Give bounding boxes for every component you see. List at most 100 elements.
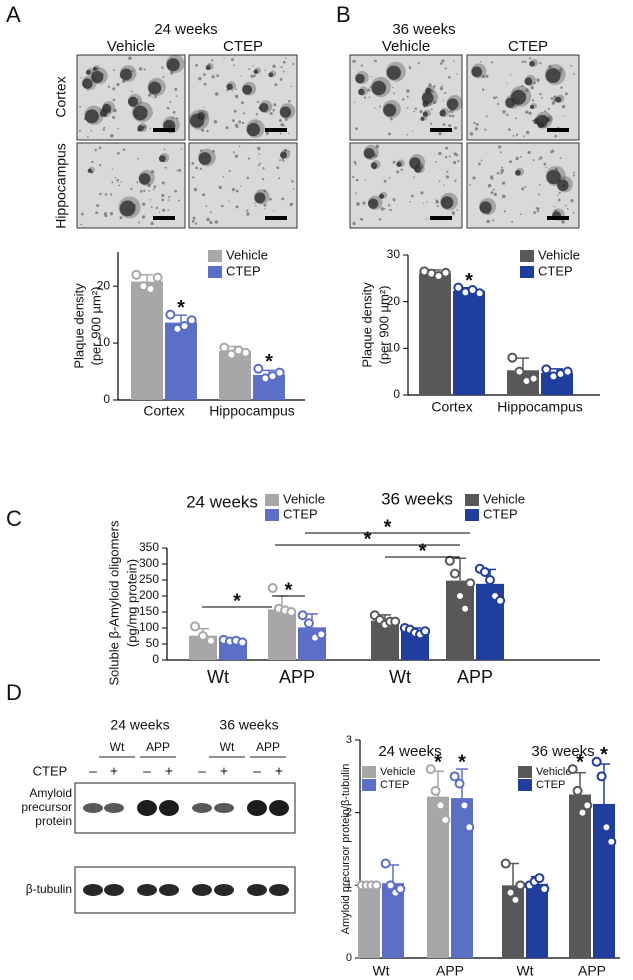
speck <box>291 180 294 183</box>
blot-band <box>104 884 124 896</box>
y-tick-label: 100 <box>139 620 159 634</box>
speck <box>423 202 425 204</box>
speck <box>387 204 391 207</box>
speck <box>454 179 457 182</box>
speck <box>246 209 249 212</box>
plaque-halo <box>425 85 435 95</box>
speck <box>273 210 275 212</box>
speck <box>396 170 400 174</box>
blot-sign: – <box>143 763 151 779</box>
significance-star: * <box>177 297 185 319</box>
speck <box>481 88 485 91</box>
plaque <box>197 112 205 120</box>
plaque <box>158 155 166 163</box>
data-point <box>510 894 521 905</box>
plaque-halo <box>423 98 432 107</box>
y-axis-label: Soluble β-Amyloid oligomers <box>106 520 121 685</box>
plaque-halo <box>119 65 137 82</box>
speck <box>107 85 111 88</box>
speck <box>269 198 272 201</box>
speck <box>206 129 209 133</box>
speck <box>473 121 476 124</box>
plaque <box>363 147 375 159</box>
panel-letter: A <box>6 2 21 27</box>
speck <box>233 109 237 113</box>
bar <box>219 351 251 400</box>
blot-sign: + <box>110 763 118 779</box>
scale-bar <box>265 216 287 220</box>
speck <box>409 201 411 203</box>
speck <box>161 193 165 198</box>
speck <box>203 73 206 76</box>
speck <box>119 216 123 220</box>
y-tick-label: 350 <box>139 540 159 554</box>
micrograph-title: 24 weeks <box>154 21 217 38</box>
plaque <box>545 68 561 84</box>
speck <box>269 112 273 115</box>
speck <box>547 107 550 110</box>
plaque <box>82 78 93 89</box>
speck <box>148 189 151 192</box>
speck <box>194 222 198 225</box>
speck <box>192 176 195 179</box>
y-tick-label: 1 <box>346 879 352 891</box>
plaque-halo <box>166 54 185 73</box>
speck <box>215 92 219 96</box>
speck <box>570 199 574 203</box>
data-point <box>459 800 470 811</box>
speck <box>80 212 84 216</box>
speck <box>285 57 287 59</box>
speck <box>433 100 437 104</box>
speck <box>469 132 474 136</box>
speck <box>379 105 382 108</box>
speck <box>238 145 241 147</box>
speck <box>544 110 547 113</box>
speck <box>425 218 428 220</box>
speck <box>537 193 541 196</box>
plaque-halo <box>363 144 379 160</box>
speck <box>255 121 258 124</box>
speck <box>153 185 157 188</box>
plaque-halo <box>515 167 525 176</box>
plaque-halo <box>86 67 94 75</box>
speck <box>412 130 414 132</box>
micrograph-title: 36 weeks <box>392 21 455 38</box>
speck <box>241 101 244 105</box>
speck <box>426 201 428 203</box>
speck <box>178 168 182 172</box>
legend-swatch <box>518 766 532 778</box>
speck <box>446 170 449 173</box>
speck <box>490 191 494 195</box>
speck <box>539 92 542 96</box>
column-label: Vehicle <box>107 38 155 55</box>
speck <box>451 114 455 118</box>
speck <box>551 149 555 153</box>
speck <box>498 145 502 149</box>
speck <box>558 191 561 195</box>
speck <box>506 113 509 117</box>
significance-star: * <box>233 590 241 612</box>
data-point <box>286 607 297 617</box>
speck <box>152 188 155 191</box>
speck <box>442 99 444 102</box>
speck <box>457 159 460 163</box>
speck <box>231 58 234 62</box>
speck <box>353 161 357 164</box>
speck <box>419 110 423 114</box>
speck <box>454 126 458 130</box>
speck <box>139 189 143 193</box>
speck <box>143 68 146 71</box>
speck <box>214 220 219 224</box>
plaque-halo <box>94 64 100 71</box>
bar <box>526 883 548 958</box>
speck <box>448 155 451 158</box>
speck <box>203 82 207 86</box>
data-point <box>253 363 264 374</box>
y-axis-label: Plaque density <box>359 282 374 368</box>
speck <box>211 59 214 62</box>
data-point <box>390 616 401 627</box>
micrograph-bg <box>349 142 463 229</box>
speck <box>353 59 356 63</box>
data-point <box>380 858 391 869</box>
speck <box>554 134 557 138</box>
